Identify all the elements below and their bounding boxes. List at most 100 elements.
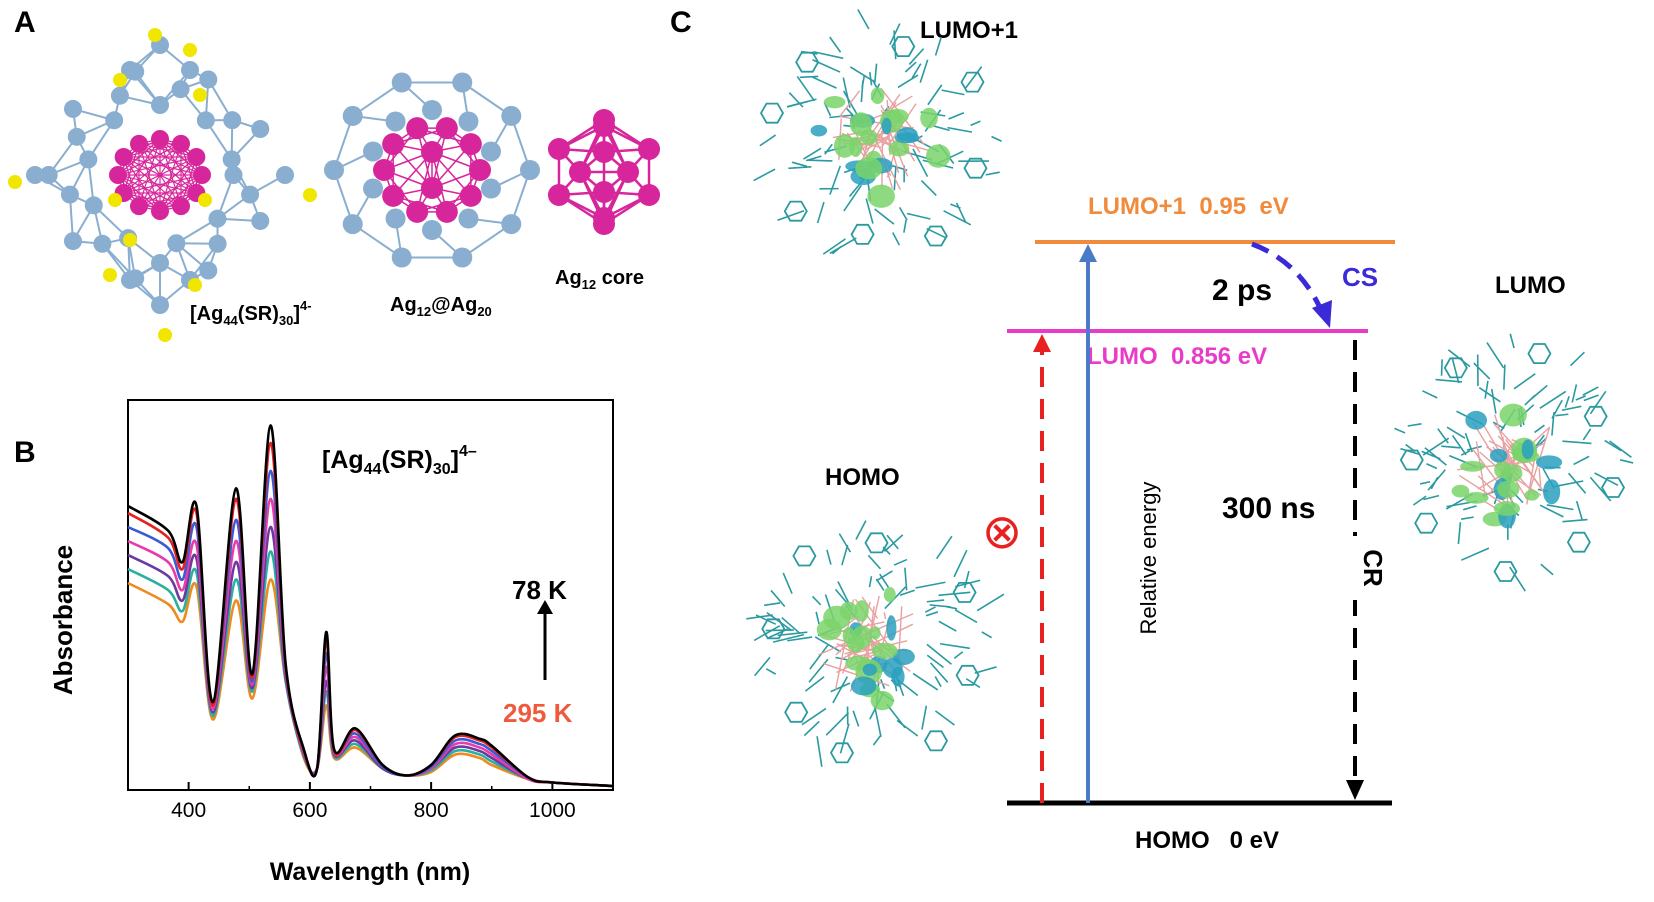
ligand-bond [954, 609, 978, 624]
ligand-bond [816, 736, 823, 767]
cr-label-backdrop [1343, 536, 1367, 600]
sulfur-atom [103, 268, 117, 282]
ag-core-atom [435, 200, 458, 223]
ag-core-atom [593, 213, 615, 235]
ligand-bond [963, 570, 970, 589]
isosurface-lobe [867, 184, 895, 208]
ligand-bond [897, 74, 919, 89]
ligand-bond [1539, 504, 1564, 518]
lumo1-orbital-structure [753, 9, 1002, 255]
core-bond [159, 143, 182, 212]
ag-shell-atom [105, 111, 124, 130]
ag-shell-atom [151, 96, 169, 114]
ag-core-atom [547, 138, 570, 160]
ligand-bond [1484, 380, 1489, 399]
ligand-bond [753, 168, 776, 182]
ligand-bond [874, 63, 878, 84]
ligand-bond [839, 723, 850, 754]
ag-shell-atom [385, 111, 406, 132]
ag-shell-atom [363, 178, 384, 199]
ag-shell-atom [93, 234, 112, 253]
phenyl-ring [1414, 512, 1439, 534]
lumo-title: LUMO [1495, 272, 1566, 299]
ag-shell-atom [199, 70, 218, 89]
cs-time: 2 ps [1212, 274, 1272, 307]
ligand-bond [777, 631, 808, 637]
sulfur-atom [198, 193, 212, 207]
ligand-bond [801, 707, 827, 726]
ligand-bond [1437, 428, 1449, 444]
ag-core-atom [469, 159, 491, 181]
ligand-bond [934, 676, 942, 688]
ag-shell-atom [181, 61, 199, 79]
panel-a-letter: A [14, 6, 36, 39]
ligand-bond [1583, 394, 1599, 402]
isosurface-lobe [860, 129, 878, 146]
ligand-bond [1463, 505, 1477, 511]
ligand-bond [873, 705, 882, 738]
ligand-bond [812, 76, 837, 89]
isosurface-lobe [1489, 448, 1508, 463]
ligand-bond [1546, 504, 1574, 511]
ligand-bond [868, 576, 873, 588]
ligand-bond [1473, 362, 1491, 380]
cs-label: CS [1342, 262, 1378, 292]
sulfur-atom [108, 193, 122, 207]
core-bond [138, 143, 197, 194]
ligand-bond [843, 184, 863, 212]
ligand-bond [919, 59, 929, 83]
ligand-bond [1573, 455, 1590, 466]
ligand-bond [1575, 500, 1584, 521]
isosurface-lobe [1463, 491, 1489, 504]
ligand-bond [889, 23, 901, 45]
forbidden-arrowhead [1033, 334, 1051, 352]
phenyl-ring [795, 51, 820, 73]
ag-shell-atom [501, 214, 522, 235]
ligand-bond [926, 643, 952, 665]
ag12-ag20-shell-structure [324, 72, 540, 268]
ligand-bond [981, 631, 992, 639]
phenyl-ring [952, 582, 977, 603]
ligand-bond [948, 111, 965, 120]
ag-shell-atom [241, 185, 260, 204]
isosurface-lobe [894, 132, 920, 144]
ligand-bond [765, 629, 794, 632]
ag-shell-atom [208, 209, 227, 228]
ligand-bond [857, 9, 870, 30]
core-bond [117, 143, 182, 176]
isosurface-lobe [888, 140, 910, 157]
sulfur-atom [148, 28, 162, 42]
panel-b-letter: B [14, 436, 36, 469]
ag-shell-atom [363, 141, 384, 162]
ligand-bond [1440, 359, 1443, 376]
ag-core-atom [459, 133, 482, 156]
isosurface-lobe [850, 676, 877, 696]
ligand-bond [809, 644, 829, 670]
ligand-bond [772, 633, 805, 643]
ag-core-atom [638, 184, 661, 206]
ligand-bond [1609, 440, 1632, 458]
panel-c-letter: C [670, 6, 692, 39]
phenyl-ring [850, 223, 875, 245]
ligand-bond [1427, 469, 1446, 491]
ligand-bond [746, 614, 773, 620]
ligand-bond [899, 589, 915, 597]
ag44-cluster-structure [8, 28, 317, 342]
ligand-bond [787, 100, 809, 108]
ligand-bond [915, 581, 946, 589]
ligand-bond [1407, 423, 1422, 427]
ag-core-atom [382, 133, 405, 156]
ligand-bond [941, 89, 965, 96]
ligand-bond [1534, 424, 1545, 434]
ligand-bond [926, 599, 945, 603]
ligand-bond [927, 84, 943, 106]
ligand-bond [953, 549, 968, 578]
ligand-bond [912, 148, 929, 178]
sulfur-atom [123, 233, 137, 247]
ligand-bond [934, 710, 955, 726]
ag-shell-atom [251, 120, 270, 139]
isosurface-lobe [925, 144, 951, 168]
ag-core-atom [373, 159, 395, 181]
ag-shell-atom [63, 232, 82, 251]
cr-time: 300 ns [1222, 492, 1315, 525]
